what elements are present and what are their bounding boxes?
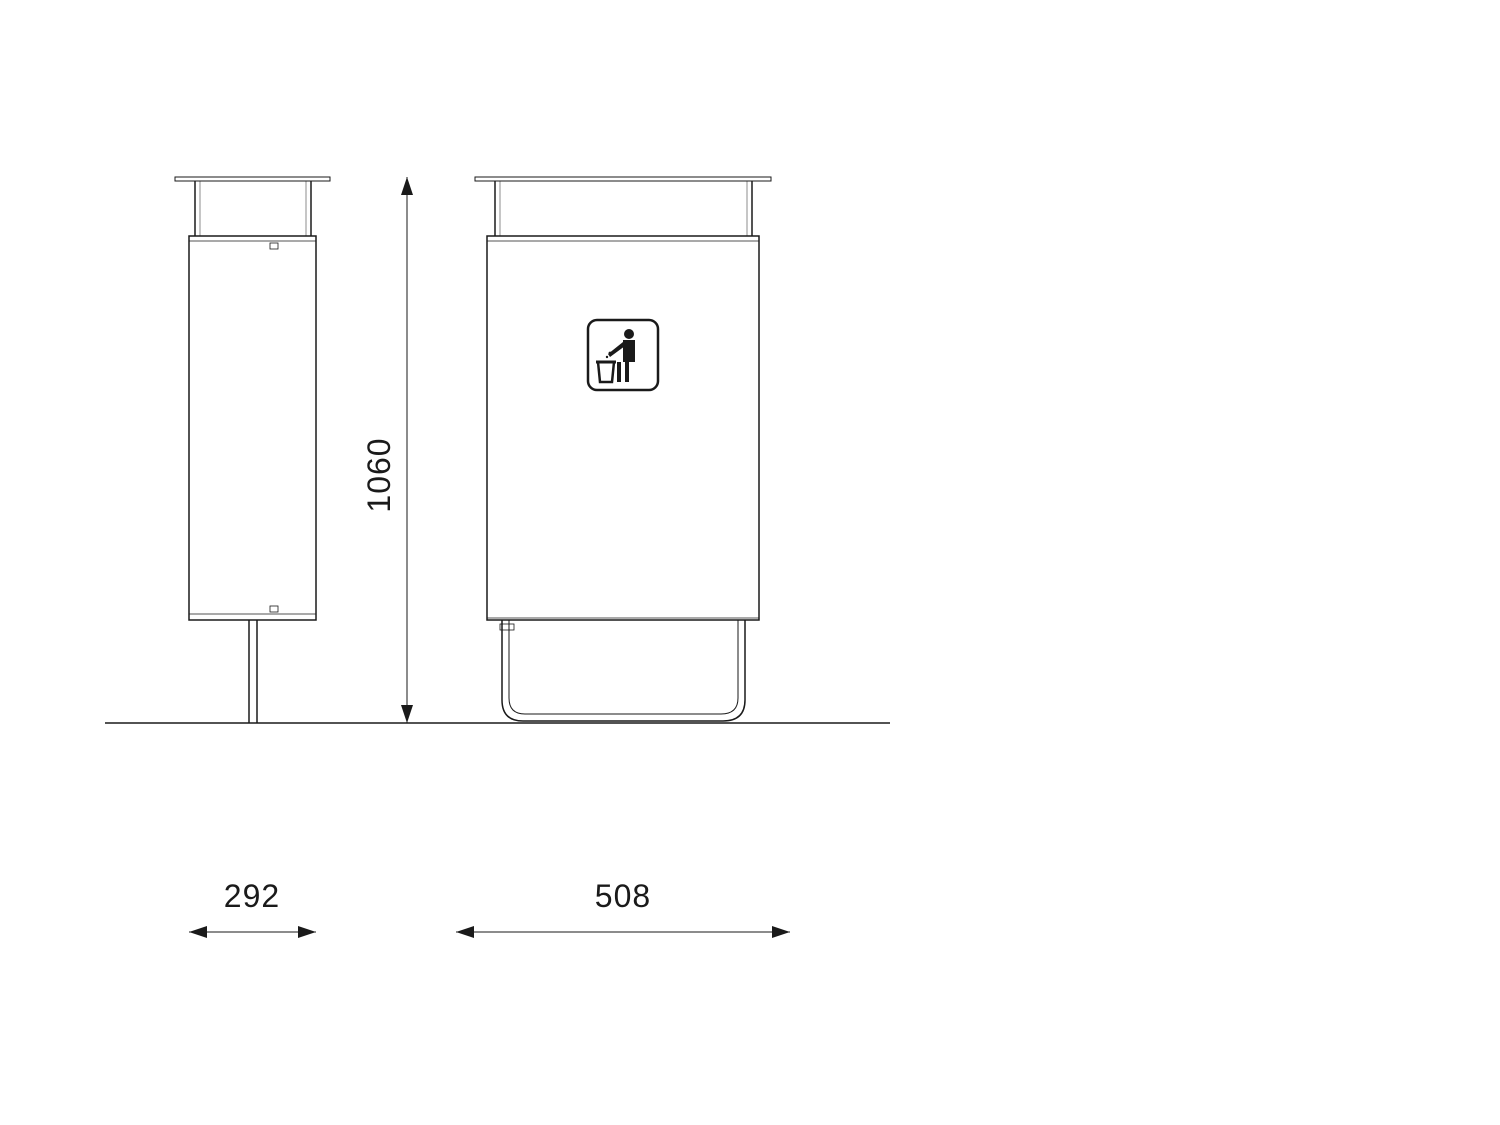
dimension-side-width: 292	[189, 878, 316, 938]
dimension-side-width-value: 292	[224, 878, 280, 914]
side-view	[175, 177, 330, 723]
technical-drawing: 1060 292 508	[0, 0, 1500, 1125]
dimension-height: 1060	[361, 177, 413, 723]
dimension-front-width-value: 508	[595, 878, 651, 914]
front-view	[475, 177, 771, 721]
dimension-front-width: 508	[456, 878, 790, 938]
dimension-height-value: 1060	[361, 437, 397, 512]
